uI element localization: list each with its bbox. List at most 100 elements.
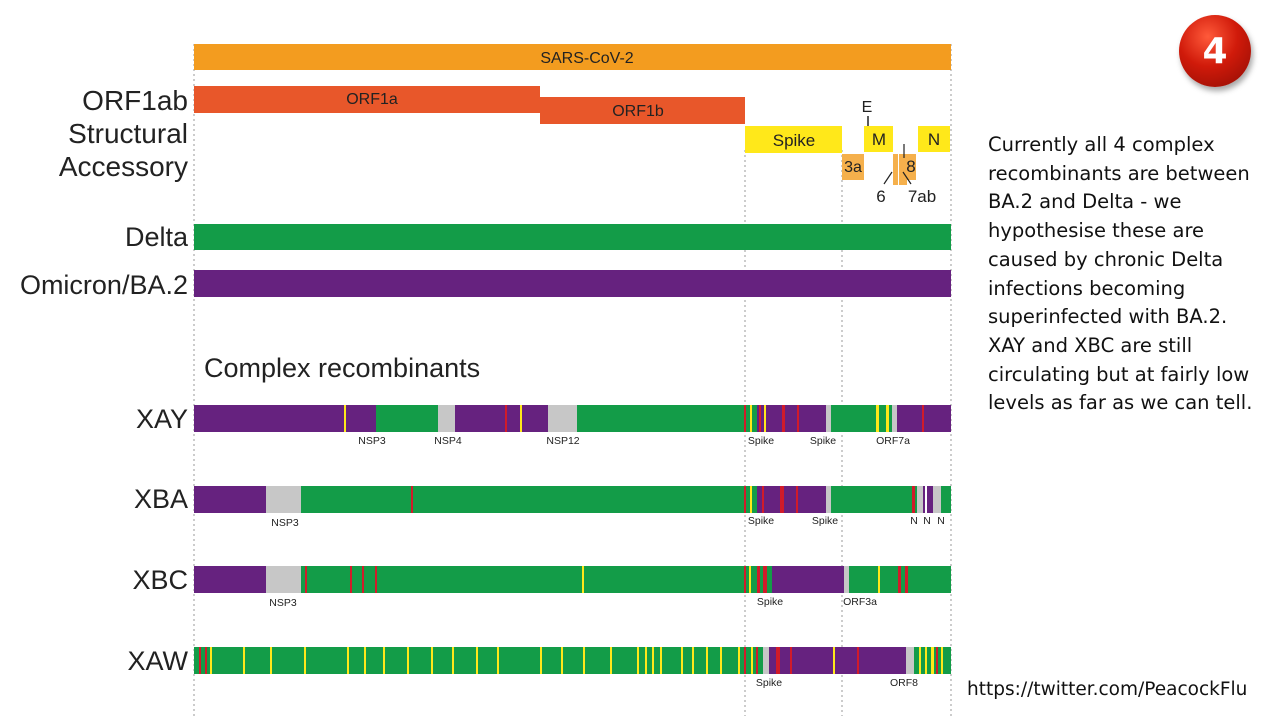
segment-label: NSP3 <box>358 435 386 447</box>
segment-label: Spike <box>810 435 836 447</box>
orf3a-bar <box>842 154 864 180</box>
segment <box>933 486 941 513</box>
segment <box>376 405 438 432</box>
orf6-pointer <box>883 171 893 185</box>
segment-label: NSP3 <box>271 517 299 529</box>
parent-lineages: Delta Omicron/BA.2 <box>20 222 951 300</box>
mutation-mark <box>582 566 584 593</box>
segment-label: ORF7a <box>876 435 910 447</box>
mutation-mark <box>744 566 746 593</box>
mutation-mark <box>350 566 352 593</box>
segment <box>906 647 914 674</box>
mutation-mark <box>764 405 766 432</box>
delta-bar <box>194 224 951 250</box>
row-label-accessory: Accessory <box>59 151 188 182</box>
mutation-mark <box>876 405 879 432</box>
row-label-orf1ab: ORF1ab <box>82 85 188 116</box>
mutation-mark <box>762 486 764 513</box>
segment <box>548 405 577 432</box>
segment <box>266 566 301 593</box>
mutation-mark <box>763 566 767 593</box>
mutation-mark <box>505 405 507 432</box>
mutation-mark <box>375 566 377 593</box>
recombinant-xay: XAY NSP3 NSP4 NSP12 Spike Spike ORF7a <box>136 404 951 447</box>
segment-label: N <box>937 515 945 527</box>
spike-label: Spike <box>773 131 816 150</box>
segment-label: N <box>923 515 931 527</box>
mutation-mark <box>744 486 746 513</box>
mutation-mark <box>759 405 761 432</box>
segment <box>438 405 455 432</box>
segment <box>194 566 266 593</box>
mutation-mark <box>905 566 908 593</box>
mutation-marks-red <box>199 647 938 674</box>
mutation-mark <box>925 486 927 513</box>
omicron-bar <box>194 270 951 297</box>
segment <box>826 405 831 432</box>
source-url: https://twitter.com/PeacockFlu <box>967 679 1248 700</box>
mutation-mark <box>796 486 798 513</box>
segment-label: Spike <box>748 515 774 527</box>
mutation-mark <box>411 486 413 513</box>
n-label: N <box>928 130 940 149</box>
segment-label: Spike <box>757 596 783 608</box>
delta-label: Delta <box>125 222 189 252</box>
orf8-label: 8 <box>906 157 915 176</box>
segment <box>892 405 897 432</box>
segment <box>757 486 826 513</box>
m-bar <box>864 126 893 152</box>
segment-label: ORF3a <box>843 596 877 608</box>
orf8-bar <box>907 154 916 180</box>
segment-label: NSP4 <box>434 435 462 447</box>
segment-label: NSP3 <box>269 597 297 609</box>
recombinant-name: XAY <box>136 404 188 434</box>
segment-label: Spike <box>748 435 774 447</box>
segment <box>923 486 933 513</box>
segment-label: N <box>910 515 918 527</box>
slide-number-badge: 4 <box>1179 15 1251 87</box>
mutation-mark <box>520 405 522 432</box>
orf7ab-bar <box>899 154 907 185</box>
segment-label: Spike <box>812 515 838 527</box>
segment <box>769 647 906 674</box>
sars-cov-2-bar <box>194 44 951 70</box>
segment-label: NSP12 <box>546 435 579 447</box>
mutation-mark <box>344 405 346 432</box>
mutation-mark <box>886 405 889 432</box>
segment <box>266 486 301 513</box>
recombinant-xba: XBA NSP3 Spike Spike N N N <box>134 484 951 529</box>
mutation-mark <box>744 405 746 432</box>
orf7ab-pointer <box>902 171 912 185</box>
section-title: Complex recombinants <box>204 353 480 383</box>
omicron-label: Omicron/BA.2 <box>20 270 188 300</box>
mutation-mark <box>922 405 924 432</box>
recombinant-xaw: XAW Spike OR <box>128 646 951 689</box>
mutation-mark <box>878 566 880 593</box>
orf7ab-label: 7ab <box>908 187 936 206</box>
mutation-mark <box>780 486 784 513</box>
recombinant-xbc: XBC NSP3 Spike ORF3a <box>132 565 951 609</box>
mutation-mark <box>305 566 307 593</box>
m-label: M <box>872 130 886 149</box>
segment-label: ORF8 <box>890 677 918 689</box>
segment <box>844 566 849 593</box>
segment <box>194 486 951 513</box>
segment <box>826 486 831 513</box>
orf3a-label: 3a <box>844 159 862 176</box>
orf1a-bar <box>194 86 540 113</box>
segment <box>831 405 892 432</box>
e-label: E <box>862 99 873 116</box>
mutation-mark <box>797 405 799 432</box>
mutation-mark <box>782 405 785 432</box>
mutation-mark <box>898 566 901 593</box>
mutation-mark <box>912 486 915 513</box>
segment <box>917 486 923 513</box>
n-bar <box>918 126 950 152</box>
segment <box>577 405 757 432</box>
mutation-mark <box>362 566 364 593</box>
orf1b-bar <box>540 97 745 124</box>
mutation-mark <box>757 566 760 593</box>
recombinant-name: XAW <box>128 646 189 676</box>
orf6-label: 6 <box>876 187 885 206</box>
